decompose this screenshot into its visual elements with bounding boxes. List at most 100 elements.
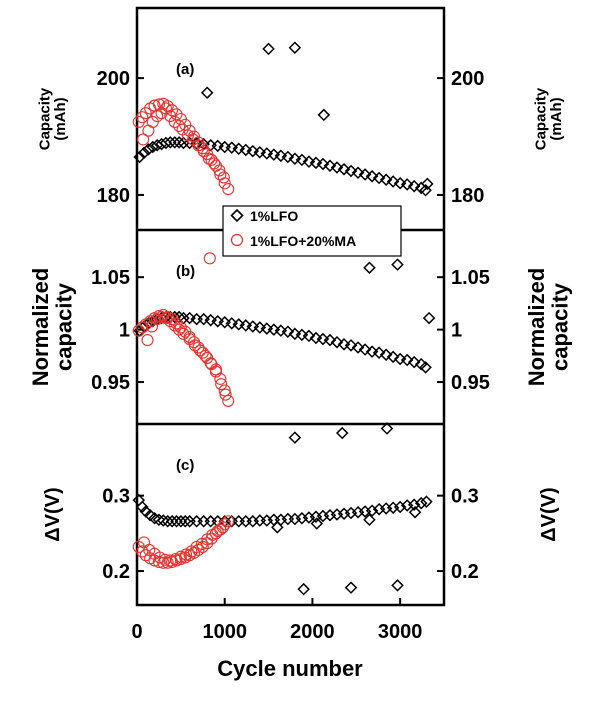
data-point-diamond: [358, 168, 372, 181]
data-point-circle: [141, 334, 154, 347]
data-point-diamond: [400, 178, 414, 191]
data-point-diamond: [372, 171, 386, 185]
data-point-diamond: [379, 502, 393, 515]
data-point-diamond: [183, 311, 196, 325]
data-point-diamond: [337, 162, 351, 176]
y-axis-label-right: Normalizedcapacity: [524, 268, 572, 387]
data-point-diamond: [386, 350, 400, 364]
data-point-diamond: [365, 504, 379, 517]
data-point-diamond: [408, 505, 422, 519]
data-point-diamond: [161, 515, 174, 528]
data-point-diamond: [225, 141, 238, 154]
data-point-diamond: [157, 514, 170, 527]
y-tick-label-right: 1.05: [451, 267, 490, 289]
series-1%LFO: [132, 422, 433, 596]
y-tick-label-right: 180: [451, 185, 484, 207]
data-point-circle: [215, 378, 228, 391]
data-point-circle: [174, 321, 187, 334]
y-axis-label-line: ΔV(V): [42, 487, 64, 541]
data-point-diamond: [288, 327, 302, 341]
data-point-circle: [174, 550, 187, 563]
series-1%LFO+20%MA: [132, 252, 235, 407]
y-axis-label-left: Normalizedcapacity: [28, 268, 76, 387]
data-point-diamond: [288, 152, 302, 165]
data-point-diamond: [274, 324, 288, 337]
data-point-diamond: [330, 161, 344, 174]
data-point-diamond: [142, 143, 155, 156]
data-point-circle: [218, 177, 231, 190]
data-point-diamond: [316, 157, 330, 171]
data-point-circle: [218, 384, 231, 397]
data-point-diamond: [422, 311, 436, 325]
y-tick-label-right: 0.95: [451, 372, 490, 394]
data-point-diamond: [344, 339, 358, 352]
data-point-diamond: [302, 155, 316, 168]
data-point-diamond: [379, 348, 393, 362]
data-point-diamond: [337, 338, 351, 351]
data-point-diamond: [211, 314, 224, 328]
legend-label-lfo: 1%LFO: [250, 208, 298, 224]
y-axis-label-right: ΔV(V): [538, 487, 560, 541]
data-point-circle: [173, 323, 186, 336]
y-tick-label-left: 0.95: [91, 372, 130, 394]
x-tick-label: 3000: [378, 621, 423, 643]
data-point-diamond: [152, 513, 166, 527]
data-point-circle: [159, 102, 172, 115]
data-point-diamond: [174, 515, 188, 528]
data-point-diamond: [159, 136, 173, 150]
data-point-diamond: [271, 521, 284, 534]
data-point-circle: [216, 521, 230, 534]
data-point-diamond: [344, 506, 358, 520]
data-point-diamond: [288, 41, 302, 54]
data-point-circle: [169, 552, 182, 566]
data-point-diamond: [295, 328, 309, 342]
data-point-diamond: [267, 148, 281, 161]
data-point-circle: [164, 554, 177, 567]
series-1%LFO+20%MA: [132, 97, 235, 196]
data-point-diamond: [200, 86, 214, 99]
plot-frame: [135, 6, 446, 607]
y-tick-label-left: 0.3: [102, 486, 130, 508]
data-point-diamond: [297, 582, 310, 596]
data-point-diamond: [391, 579, 404, 592]
data-point-diamond: [309, 331, 323, 345]
series-1%LFO: [133, 41, 434, 197]
data-point-diamond: [393, 352, 407, 366]
data-point-diamond: [288, 431, 302, 444]
data-point-diamond: [165, 515, 179, 528]
data-point-circle: [132, 324, 145, 337]
series-1%LFO+20%MA: [132, 515, 235, 569]
data-point-circle: [217, 171, 230, 184]
y-axis-label-line: Normalized: [28, 268, 53, 387]
data-point-diamond: [358, 343, 372, 356]
data-point-diamond: [323, 333, 337, 347]
data-point-diamond: [330, 335, 344, 349]
data-point-diamond: [197, 515, 210, 528]
data-point-diamond: [197, 312, 210, 326]
data-point-diamond: [239, 143, 253, 157]
data-point-diamond: [407, 355, 421, 369]
data-point-diamond: [309, 156, 323, 170]
data-point-diamond: [281, 150, 295, 164]
y-tick-label-right: 1: [451, 320, 462, 342]
x-axis-label: Cycle number: [217, 656, 363, 681]
legend-marker-lfo: [230, 208, 244, 223]
data-point-diamond: [146, 140, 160, 154]
data-point-diamond: [363, 513, 376, 527]
data-point-diamond: [170, 515, 183, 528]
data-point-diamond: [267, 323, 281, 336]
data-point-circle: [142, 124, 155, 137]
data-point-circle: [152, 98, 165, 111]
panel-label-a: (a): [176, 61, 194, 78]
data-point-diamond: [137, 146, 151, 160]
data-point-circle: [209, 363, 222, 376]
data-point-diamond: [419, 361, 432, 374]
data-point-diamond: [274, 513, 288, 527]
data-point-diamond: [246, 515, 260, 528]
y-axis-label-right: Capacity(mAh): [532, 87, 565, 150]
data-point-diamond: [288, 512, 302, 526]
data-point-circle: [218, 518, 231, 531]
data-point-diamond: [419, 184, 432, 197]
data-point-diamond: [253, 321, 267, 334]
data-point-circle: [164, 315, 177, 328]
